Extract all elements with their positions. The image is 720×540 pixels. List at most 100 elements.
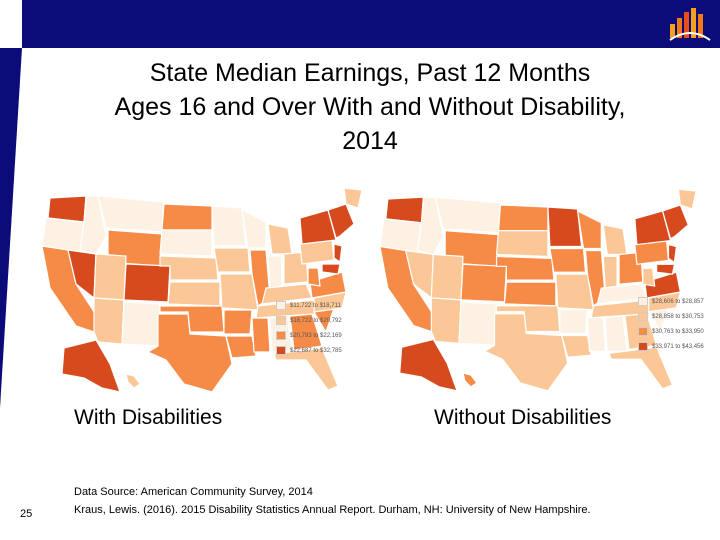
caption-with-disabilities: With Disabilities [74, 406, 223, 429]
state-az [93, 297, 125, 345]
legend-label: $30,763 to $33,950 [652, 328, 704, 335]
state-va [644, 271, 682, 299]
state-sd [495, 230, 549, 258]
state-nj [333, 243, 343, 264]
state-mn [211, 205, 247, 247]
state-ia [213, 247, 251, 273]
left-accent-shape [0, 48, 22, 408]
legend-item: $28,606 to $28,857 [638, 294, 704, 309]
state-md [656, 263, 676, 275]
state-mi [267, 223, 293, 255]
legend-item: $18,722 to $20,792 [276, 313, 342, 328]
state-al [604, 315, 628, 352]
title-line-3: 2014 [342, 127, 398, 155]
state-ak [399, 338, 458, 392]
state-mt [434, 196, 502, 234]
state-md [321, 263, 341, 275]
legend-item: $20,793 to $22,169 [276, 328, 342, 343]
legend-swatch [638, 297, 648, 306]
legend-label: $18,722 to $20,792 [290, 317, 342, 324]
title-line-2: Ages 16 and Over With and Without Disabi… [114, 93, 626, 121]
state-ak [61, 339, 121, 393]
legend-swatch [638, 327, 648, 336]
header-band [0, 0, 720, 48]
state-wi [241, 208, 267, 249]
state-la [225, 335, 257, 359]
state-va [309, 271, 347, 299]
state-fl [608, 346, 674, 390]
state-sd [159, 229, 213, 257]
state-la [560, 334, 593, 358]
state-mn [547, 206, 583, 248]
state-nd [497, 204, 549, 232]
state-ks [167, 281, 221, 307]
legend-swatch [638, 312, 648, 321]
caption-without-disabilities: Without Disabilities [434, 406, 612, 429]
state-in [267, 255, 283, 289]
state-new-england [661, 204, 689, 240]
state-ia [549, 247, 587, 273]
state-hi [462, 372, 478, 388]
title-line-1: State Median Earnings, Past 12 Months [149, 59, 591, 87]
state-mo [219, 273, 259, 311]
state-ut [93, 253, 127, 301]
state-fl [273, 347, 339, 391]
state-co [460, 263, 508, 303]
source-line-1: Data Source: American Community Survey, … [74, 486, 313, 498]
legend-without-disabilities: $28,606 to $28,857 $28,858 to $30,753 $3… [638, 294, 704, 354]
state-ny [299, 209, 337, 245]
state-nd [161, 203, 213, 231]
source-citation: Data Source: American Community Survey, … [74, 483, 591, 519]
legend-with-disabilities: $11,722 to $18,711 $18,722 to $20,792 $2… [276, 298, 342, 358]
state-wv [642, 267, 656, 287]
state-tx [483, 313, 569, 392]
legend-label: $28,858 to $30,753 [652, 313, 704, 320]
state-ga [289, 313, 323, 351]
state-me [677, 188, 697, 210]
state-co [123, 263, 171, 303]
state-nm [121, 301, 161, 347]
legend-item: $28,858 to $30,753 [638, 309, 704, 324]
legend-swatch [276, 301, 286, 310]
state-tx [146, 313, 233, 393]
state-wa [385, 196, 425, 224]
legend-label: $33,971 to $43,456 [652, 343, 704, 350]
state-in [602, 255, 618, 289]
legend-item: $11,722 to $18,711 [276, 298, 342, 313]
legend-swatch [276, 316, 286, 325]
state-nj [667, 243, 678, 264]
state-mo [555, 273, 595, 311]
legend-swatch [276, 331, 286, 340]
legend-item: $33,971 to $43,456 [638, 339, 704, 354]
state-ks [503, 281, 557, 307]
map-without-disabilities [379, 188, 697, 392]
page-number: 25 [20, 508, 33, 520]
state-wv [307, 267, 321, 287]
state-new-england [327, 203, 355, 239]
state-az [430, 297, 462, 345]
slide-title: State Median Earnings, Past 12 Months Ag… [40, 56, 700, 158]
state-me [343, 188, 363, 209]
state-ny [634, 210, 672, 246]
state-wi [576, 209, 602, 250]
source-line-2: Kraus, Lewis. (2016). 2015 Disability St… [74, 504, 591, 516]
state-nm [458, 301, 498, 346]
state-ms [586, 317, 606, 352]
state-ut [430, 253, 464, 301]
legend-label: $22,687 to $32,785 [290, 347, 342, 354]
legend-item: $22,687 to $32,785 [276, 343, 342, 358]
legend-swatch [638, 342, 648, 351]
legend-swatch [276, 346, 286, 355]
legend-label: $20,793 to $22,169 [290, 332, 342, 339]
state-hi [125, 373, 141, 389]
legend-label: $28,606 to $28,857 [652, 298, 704, 305]
state-wa [47, 195, 87, 223]
legend-label: $11,722 to $18,711 [290, 302, 341, 309]
logo-icon [669, 8, 711, 41]
state-ar [559, 309, 589, 335]
state-mt [97, 195, 165, 233]
legend-item: $30,763 to $33,950 [638, 324, 704, 339]
state-mi [602, 224, 628, 256]
map-with-disabilities [41, 188, 363, 393]
state-ms [251, 317, 271, 353]
